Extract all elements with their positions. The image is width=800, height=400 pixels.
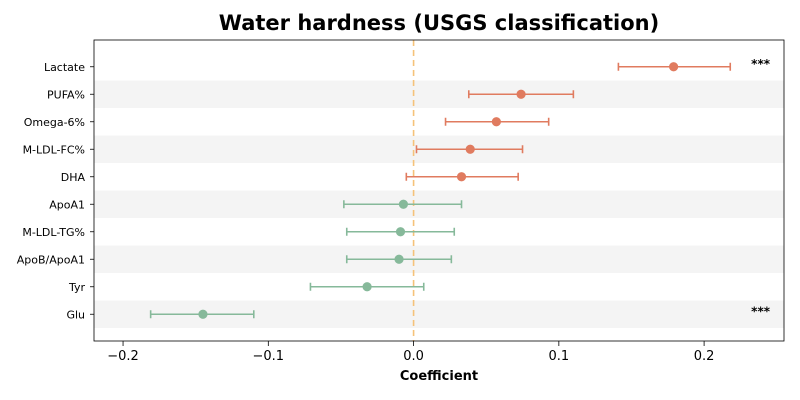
y-tick-label: ApoB/ApoA1 <box>17 253 85 266</box>
y-tick-label: M-LDL-TG% <box>22 226 85 239</box>
point-estimate <box>394 254 404 264</box>
y-tick-label: PUFA% <box>47 88 85 101</box>
y-tick-label: Omega-6% <box>24 116 85 129</box>
forest-row <box>467 89 575 99</box>
x-axis: −0.2 −0.1 0.0 0.1 0.2 <box>107 341 714 364</box>
y-tick-label: M-LDL-FC% <box>23 143 85 156</box>
x-axis-label: Coefficient <box>400 369 478 384</box>
significance-label: *** <box>751 304 771 318</box>
forest-row <box>343 199 463 209</box>
forest-row <box>345 254 453 264</box>
point-estimate <box>669 62 679 72</box>
y-tick-label: Tyr <box>68 281 86 294</box>
point-estimate <box>398 199 409 209</box>
y-tick-label: ApoA1 <box>49 198 85 211</box>
point-estimate <box>456 172 467 182</box>
x-tick-label: −0.1 <box>253 349 285 364</box>
forest-row <box>309 282 425 292</box>
point-estimate <box>465 144 475 154</box>
x-tick-label: 0.2 <box>694 349 715 364</box>
x-tick-label: 0.0 <box>403 349 424 364</box>
point-estimate <box>491 117 501 127</box>
forest-row: *** <box>617 57 771 72</box>
forest-row <box>405 172 519 182</box>
point-estimate <box>395 227 406 237</box>
x-tick-label: 0.1 <box>548 349 569 364</box>
y-tick-label: DHA <box>61 171 86 184</box>
row-band <box>94 80 784 108</box>
forest-row <box>415 144 524 154</box>
point-estimate <box>198 309 208 319</box>
x-tick-label: −0.2 <box>107 349 139 364</box>
y-axis: Lactate PUFA% Omega-6% M-LDL-FC% DHA ApoA1 M-L… <box>17 61 94 321</box>
significance-label: *** <box>751 57 771 71</box>
forest-row <box>345 227 456 237</box>
forest-row <box>444 117 550 127</box>
point-estimate <box>362 282 372 292</box>
chart-title: Water hardness (USGS classification) <box>219 11 659 35</box>
y-tick-label: Lactate <box>44 61 85 74</box>
y-tick-label: Glu <box>66 308 85 321</box>
plot-frame <box>93 39 785 342</box>
data-marks: *** *** <box>149 57 771 319</box>
point-estimate <box>516 89 526 99</box>
forest-row: *** <box>149 304 771 319</box>
